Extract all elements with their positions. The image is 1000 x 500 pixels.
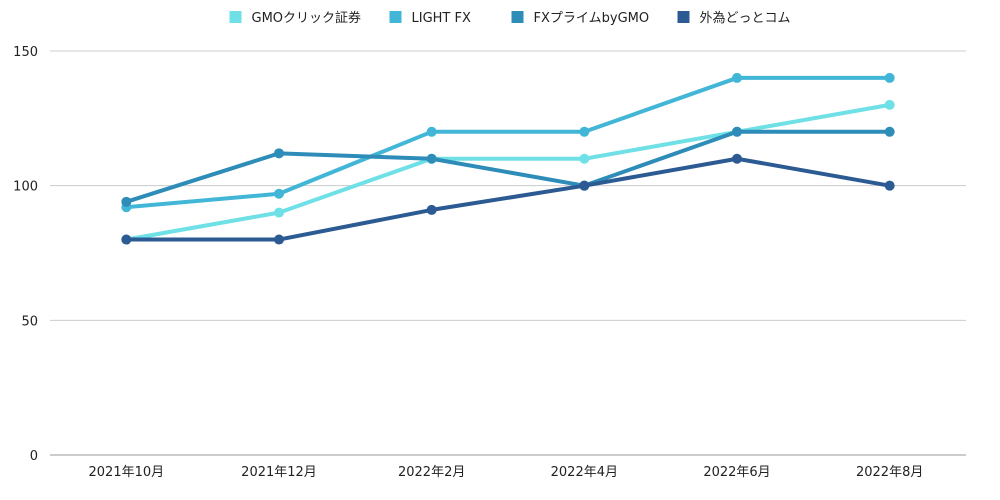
legend-item[interactable]: LIGHT FX bbox=[389, 11, 471, 26]
data-point bbox=[884, 72, 895, 83]
y-tick-label: 100 bbox=[13, 180, 38, 195]
x-tick-label: 2022年6月 bbox=[703, 465, 770, 480]
data-point bbox=[884, 126, 895, 137]
series-line bbox=[124, 75, 892, 210]
data-point bbox=[732, 126, 742, 137]
data-point bbox=[579, 180, 590, 191]
data-point bbox=[274, 207, 284, 218]
legend-swatch bbox=[229, 11, 242, 23]
legend-swatch bbox=[511, 11, 524, 23]
data-point bbox=[426, 153, 437, 164]
chart-legend: GMOクリック証券 LIGHT FX FXプライムbyGMO 外為どっとコム bbox=[229, 10, 791, 26]
x-tick-label: 2022年4月 bbox=[551, 465, 618, 480]
data-point bbox=[426, 126, 437, 137]
data-point bbox=[426, 204, 437, 215]
series-line bbox=[124, 129, 892, 204]
data-point bbox=[121, 196, 132, 207]
x-tick-label: 2021年10月 bbox=[89, 465, 165, 480]
data-point bbox=[732, 72, 742, 83]
series-line bbox=[124, 156, 892, 242]
legend-label: 外為どっとコム bbox=[700, 10, 791, 26]
x-tick-label: 2021年12月 bbox=[241, 465, 317, 480]
x-tick-label: 2022年8月 bbox=[856, 465, 923, 480]
legend-item[interactable]: GMOクリック証券 bbox=[229, 10, 362, 26]
x-tick-label: 2022年2月 bbox=[398, 465, 465, 480]
gridlines bbox=[50, 50, 966, 456]
data-point bbox=[884, 180, 895, 191]
series-2 bbox=[121, 72, 895, 213]
data-point bbox=[732, 153, 742, 164]
y-tick-label: 150 bbox=[13, 45, 38, 60]
y-tick-label: 50 bbox=[21, 314, 38, 329]
legend-swatch bbox=[677, 11, 690, 23]
legend-label: GMOクリック証券 bbox=[252, 10, 362, 26]
legend-label: LIGHT FX bbox=[412, 11, 471, 26]
data-point bbox=[579, 126, 590, 137]
data-point bbox=[274, 148, 284, 159]
data-point bbox=[579, 153, 590, 164]
legend-swatch bbox=[389, 11, 402, 23]
legend-item[interactable]: FXプライムbyGMO bbox=[511, 11, 650, 26]
legend-label: FXプライムbyGMO bbox=[534, 11, 650, 26]
data-point bbox=[884, 99, 895, 110]
x-axis: 2021年10月 2021年12月 2022年2月 2022年4月 2022年6月 202… bbox=[89, 465, 924, 480]
series-line bbox=[124, 102, 892, 242]
data-point bbox=[121, 234, 132, 245]
y-tick-label: 0 bbox=[30, 449, 38, 464]
legend-item[interactable]: 外為どっとコム bbox=[677, 10, 791, 26]
series-group bbox=[121, 72, 895, 245]
series-4 bbox=[121, 153, 895, 245]
data-point bbox=[274, 234, 284, 245]
y-axis: 0 50 100 150 bbox=[13, 45, 38, 464]
data-point bbox=[274, 188, 284, 199]
